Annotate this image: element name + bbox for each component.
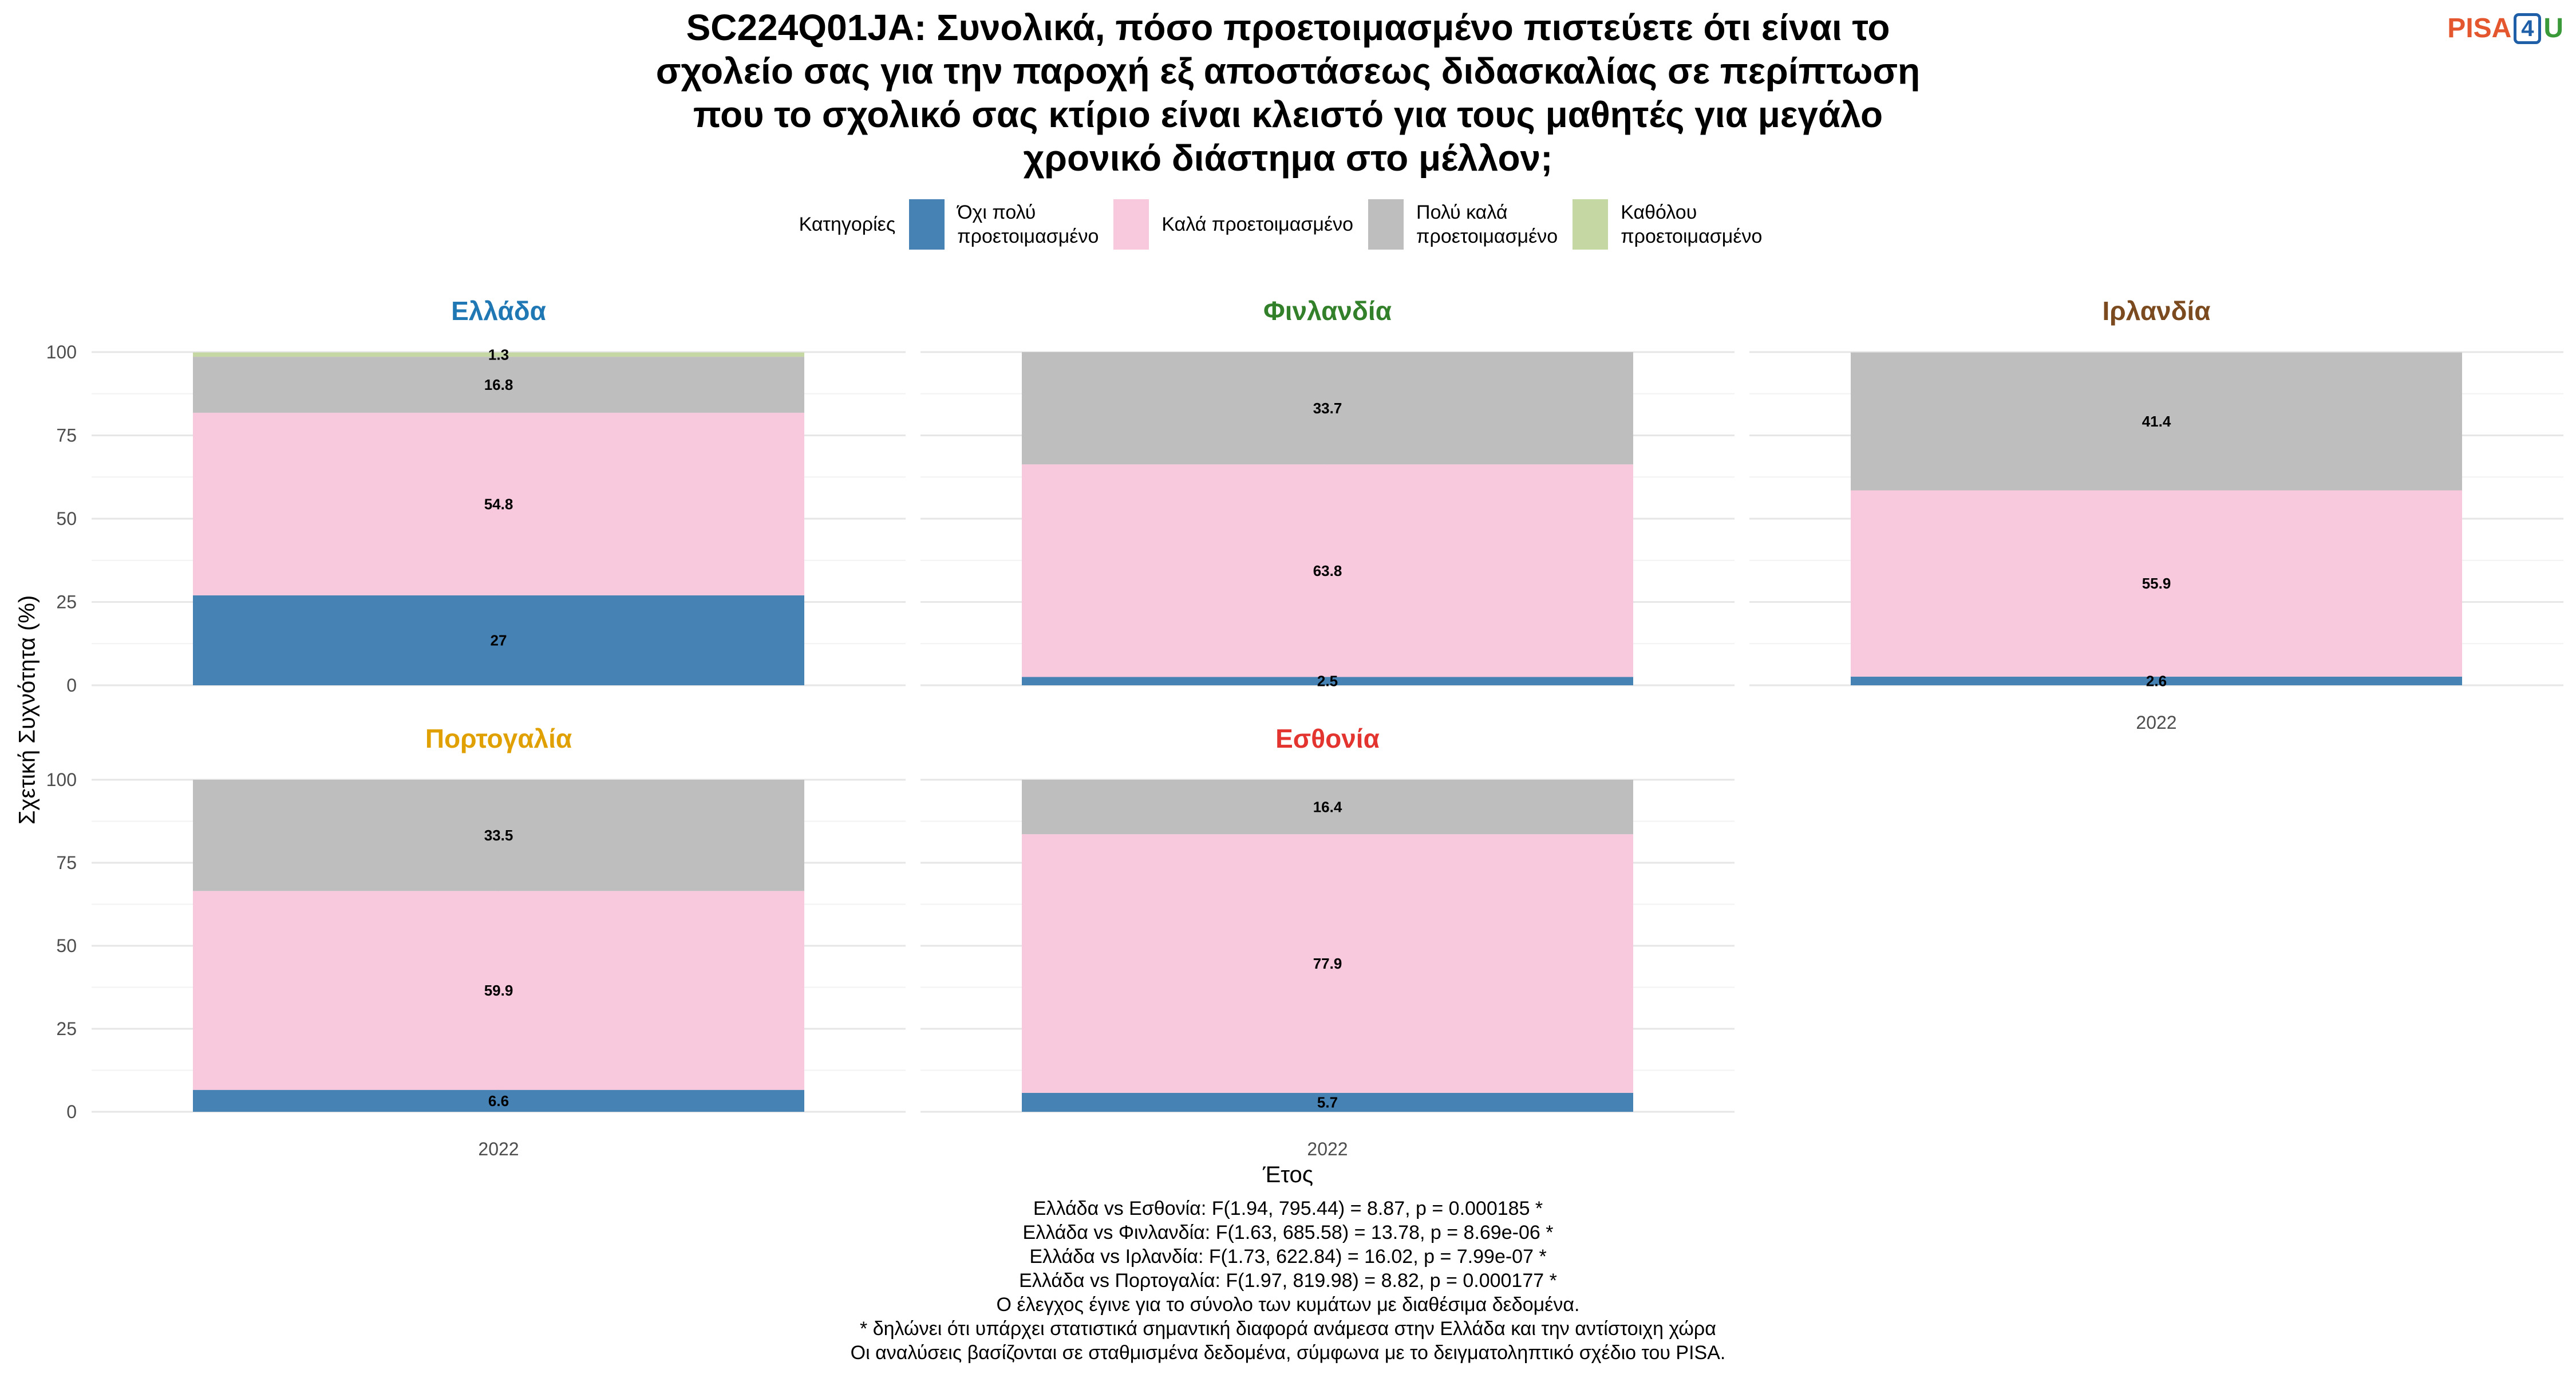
data-label: 1.3 [488, 346, 509, 363]
y-tick-label: 100 [46, 342, 77, 362]
legend-label-line: Καλά προετοιμασμένο [1161, 214, 1354, 235]
y-tick-label: 50 [56, 935, 77, 956]
chart-title: SC224Q01JA: Συνολικά, πόσο προετοιμασμέν… [0, 6, 2576, 180]
bar-segment [193, 780, 804, 891]
legend-label-line: προετοιμασμένο [1621, 226, 1763, 247]
legend-swatch [1368, 199, 1404, 250]
footnote-line: Ελλάδα vs Ιρλανδία: F(1.73, 622.84) = 16… [1029, 1246, 1547, 1268]
bar-segment [1022, 780, 1633, 835]
legend-item-not-very-prepared: Όχι πολύ προετοιμασμένο [909, 199, 1099, 250]
data-label: 16.8 [484, 376, 513, 393]
panel-title: Ελλάδα [451, 296, 546, 326]
panel-title: Εσθονία [1275, 724, 1380, 753]
legend: Κατηγορίες Όχι πολύ προετοιμασμένο Καλά … [0, 199, 2576, 250]
bar-segment [1851, 352, 2462, 491]
data-label: 6.6 [488, 1092, 509, 1110]
legend-item-not-at-all-prepared: Καθόλου προετοιμασμένο [1573, 199, 1762, 250]
legend-label: Όχι πολύ προετοιμασμένο [957, 200, 1099, 248]
x-axis-label: Έτος [1262, 1162, 1314, 1187]
legend-label-line: Καθόλου [1621, 202, 1697, 223]
bar-segment [193, 595, 804, 685]
x-tick-label: 2022 [2136, 712, 2176, 733]
legend-label-line: προετοιμασμένο [1416, 226, 1558, 247]
data-label: 33.7 [1313, 400, 1342, 417]
footnote-line: Ελλάδα vs Εσθονία: F(1.94, 795.44) = 8.8… [1033, 1198, 1543, 1219]
bar-segment [1851, 676, 2462, 685]
bar-segment [1022, 464, 1633, 677]
legend-label-line: Πολύ καλά [1416, 202, 1508, 223]
legend-item-very-well-prepared: Πολύ καλά προετοιμασμένο [1368, 199, 1558, 250]
chart-title-line: SC224Q01JA: Συνολικά, πόσο προετοιμασμέν… [686, 7, 1890, 48]
bar-segment [1022, 1092, 1633, 1112]
data-label: 16.4 [1313, 799, 1342, 816]
bar-segment [1022, 834, 1633, 1093]
data-label: 63.8 [1313, 562, 1342, 579]
legend-swatch [909, 199, 945, 250]
logo-pisa-text: PISA [2447, 13, 2512, 44]
y-tick-label: 100 [46, 769, 77, 790]
legend-label: Καθόλου προετοιμασμένο [1621, 200, 1762, 248]
legend-item-well-prepared: Καλά προετοιμασμένο [1113, 199, 1353, 250]
footnote-line: Ελλάδα vs Φινλανδία: F(1.63, 685.58) = 1… [1022, 1222, 1554, 1243]
y-tick-label: 25 [56, 592, 77, 613]
footnote-line: Ελλάδα vs Πορτογαλία: F(1.97, 819.98) = … [1019, 1270, 1557, 1292]
logo-four-text: 4 [2514, 13, 2542, 44]
chart-title-line: που το σχολικό σας κτίριο είναι κλειστό … [693, 94, 1883, 135]
footnote-line: Οι αναλύσεις βασίζονται σε σταθμισμένα δ… [850, 1342, 1726, 1364]
y-tick-label: 0 [66, 675, 77, 696]
data-label: 2.5 [1317, 673, 1338, 690]
bar-segment [193, 412, 804, 595]
data-label: 2.6 [2146, 672, 2167, 689]
pisa4u-logo: PISA 4 U [2447, 13, 2563, 44]
chart-title-line: σχολείο σας για την παροχή εξ αποστάσεως… [655, 50, 1921, 92]
panel-title: Φινλανδία [1263, 296, 1392, 326]
y-axis-label: Σχετική Συχνότητα (%) [14, 595, 40, 825]
x-tick-label: 2022 [1307, 1139, 1348, 1159]
y-tick-label: 75 [56, 425, 77, 446]
legend-swatch [1113, 199, 1149, 250]
panel-title: Πορτογαλία [425, 724, 572, 753]
bar-segment [1022, 677, 1633, 685]
data-label: 77.9 [1313, 955, 1342, 972]
bar-segment [1851, 490, 2462, 677]
panel-title: Ιρλανδία [2102, 296, 2210, 326]
legend-label: Πολύ καλά προετοιμασμένο [1416, 200, 1558, 248]
legend-label: Καλά προετοιμασμένο [1161, 212, 1353, 236]
legend-label-line: προετοιμασμένο [957, 226, 1099, 247]
legend-swatch [1573, 199, 1609, 250]
data-label: 33.5 [484, 827, 513, 844]
logo-u-text: U [2543, 13, 2563, 44]
y-tick-label: 0 [66, 1101, 77, 1122]
data-label: 27 [491, 631, 507, 649]
bar-segment [193, 1089, 804, 1112]
y-tick-label: 50 [56, 508, 77, 529]
footnotes: Ελλάδα vs Εσθονία: F(1.94, 795.44) = 8.8… [0, 1197, 2576, 1365]
legend-title: Κατηγορίες [799, 213, 896, 235]
y-tick-label: 25 [56, 1018, 77, 1039]
bar-segment [193, 352, 804, 357]
bar-segment [193, 357, 804, 413]
data-label: 41.4 [2142, 413, 2171, 430]
legend-label-line: Όχι πολύ [957, 202, 1036, 223]
bar-segment [193, 891, 804, 1090]
bar-segment [1022, 352, 1633, 465]
chart-title-line: χρονικό διάστημα στο μέλλον; [1023, 137, 1553, 179]
data-label: 59.9 [484, 982, 513, 999]
data-label: 55.9 [2142, 575, 2171, 592]
y-tick-label: 75 [56, 852, 77, 873]
footnote-line: * δηλώνει ότι υπάρχει στατιστικά σημαντι… [860, 1318, 1716, 1340]
data-label: 54.8 [484, 495, 513, 512]
footnote-line: Ο έλεγχος έγινε για το σύνολο των κυμάτω… [996, 1294, 1580, 1316]
x-tick-label: 2022 [478, 1139, 519, 1159]
data-label: 5.7 [1317, 1093, 1338, 1111]
